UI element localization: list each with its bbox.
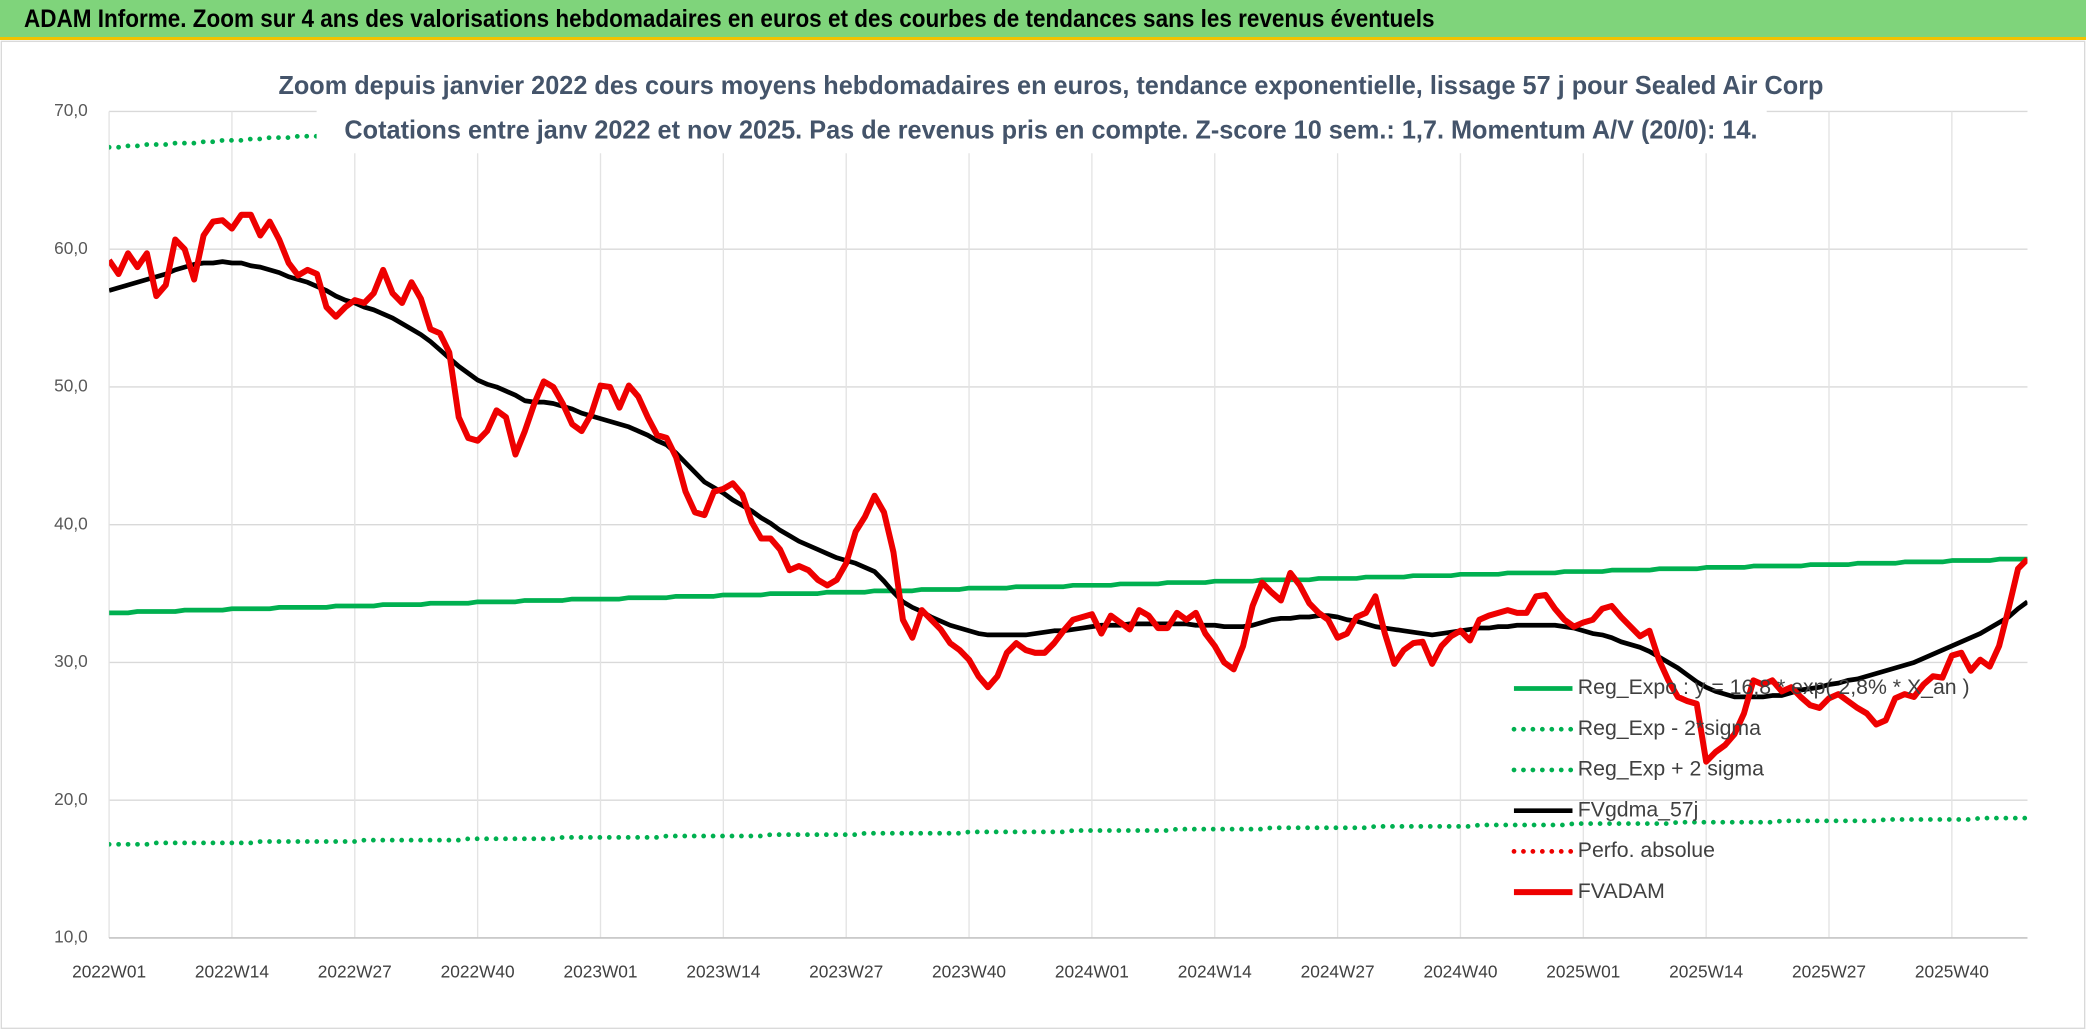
chart-frame	[0, 40, 2086, 1029]
subtitle-bg	[316, 64, 1767, 154]
legend-label: Reg_Exp - 2*sigma	[1578, 716, 1761, 740]
legend-label: Perfo. absolue	[1578, 838, 1715, 862]
plot	[109, 111, 2028, 847]
x-tick-label: 2023W01	[563, 962, 637, 982]
series-line	[109, 815, 2028, 847]
chart-title: Zoom depuis janvier 2022 des cours moyen…	[278, 72, 1823, 100]
x-tick-label: 2025W40	[1915, 962, 1989, 982]
y-tick-label: 40,0	[54, 513, 88, 533]
chart: 10,0 20,0 30,0 40,0 50,0 60,0 70,0 2022W01 2022W…	[0, 40, 2086, 1029]
x-tick-label: 2024W01	[1055, 962, 1129, 982]
x-tick-label: 2022W40	[441, 962, 515, 982]
series-line	[109, 211, 2028, 765]
x-tick-label: 2024W40	[1423, 962, 1497, 982]
x-tick-label: 2023W14	[686, 962, 760, 982]
x-tick-label: 2023W40	[932, 962, 1006, 982]
x-tick-label: 2022W14	[195, 962, 269, 982]
y-tick-label: 70,0	[54, 100, 88, 120]
series-line	[109, 556, 2028, 616]
x-tick-label: 2022W01	[72, 962, 146, 982]
y-tick-label: 60,0	[54, 238, 88, 258]
x-tick-label: 2025W14	[1669, 962, 1743, 982]
y-tick-label: 20,0	[54, 789, 88, 809]
y-tick-label: 10,0	[54, 926, 88, 946]
x-tick-label: 2022W27	[318, 962, 392, 982]
legend-label: Reg_Exp + 2 sigma	[1578, 757, 1764, 781]
legend-label: FVADAM	[1578, 879, 1665, 903]
legend-label: FVgdma_57j	[1578, 797, 1699, 821]
x-tick-label: 2024W27	[1301, 962, 1375, 982]
legend-label: Reg_Expo : y = 16,8 * exp( 2,8% * X_an )	[1578, 675, 1970, 699]
page-title: ADAM Informe. Zoom sur 4 ans des valoris…	[24, 5, 1435, 33]
series-line	[109, 259, 2028, 700]
y-tick-label: 50,0	[54, 375, 88, 395]
chart-subtitle: Cotations entre janv 2022 et nov 2025. P…	[344, 116, 1757, 144]
x-tick-label: 2025W27	[1792, 962, 1866, 982]
header-bar: ADAM Informe. Zoom sur 4 ans des valoris…	[0, 0, 2086, 40]
x-tick-label: 2023W27	[809, 962, 883, 982]
x-tick-label: 2024W14	[1178, 962, 1252, 982]
y-tick-label: 30,0	[54, 651, 88, 671]
x-tick-label: 2025W01	[1546, 962, 1620, 982]
